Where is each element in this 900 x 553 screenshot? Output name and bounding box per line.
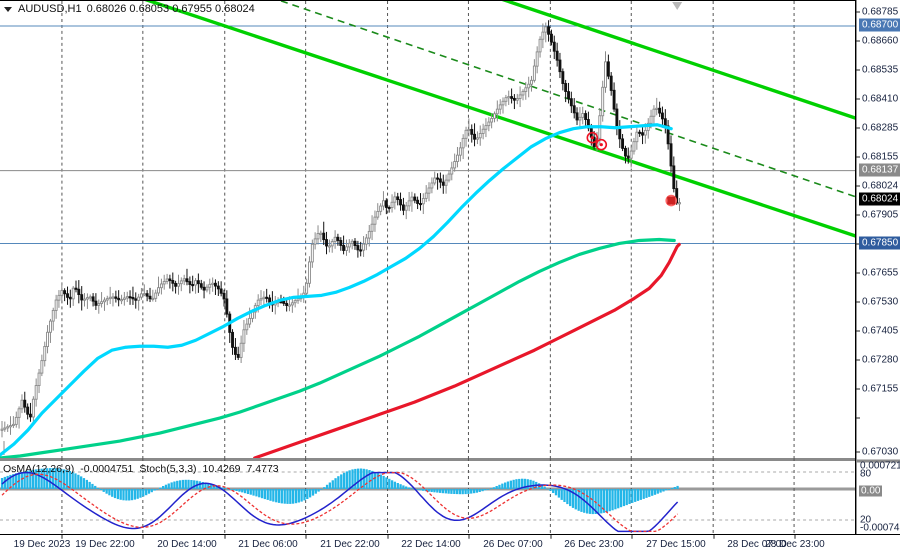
time-tick-label: 26 Dec 07:00 [483, 539, 543, 550]
top-triangle-marker [672, 1, 683, 10]
trendline-dashed [278, 1, 855, 198]
osma-histogram [0, 468, 679, 515]
price-tick-label: 0.68785 [862, 6, 899, 18]
time-tick-label: 26 Dec 23:00 [564, 539, 624, 550]
indicator-scale-label: 0.0007214 [860, 460, 900, 472]
price-tick-label: 0.67030 [862, 446, 899, 458]
price-axis[interactable]: 0.68785 0.68660 0.68535 0.68410 0.68285 0.681… [856, 0, 900, 458]
time-axis-ticks [61, 535, 796, 539]
chart-menu-chevron-down-icon[interactable] [4, 6, 12, 12]
price-tick-label: 0.67655 [862, 267, 899, 279]
price-tick-label: 0.68535 [862, 64, 899, 76]
ma-fast-line [0, 123, 673, 457]
ma-medium-line [0, 237, 676, 458]
price-marker-badge[interactable]: 0.68137 [859, 163, 900, 177]
time-tick-label: 21 Dec 06:00 [238, 539, 298, 550]
stoch-label: Stoch(5,3,3) [139, 462, 197, 475]
trendline-channel-upper [144, 1, 855, 238]
sell-signal-markers [586, 131, 678, 207]
price-tick-label: 0.68410 [862, 93, 899, 105]
indicator-scale-label: -0.000743 [860, 522, 900, 534]
ohlc-values: 0.68026 0.68053 0.67955 0.68024 [86, 3, 255, 15]
candlestick-series [0, 20, 681, 456]
time-tick-label: 20 Dec 14:00 [157, 539, 217, 550]
price-chart-canvas [0, 1, 855, 458]
price-tick-label: 0.67530 [862, 296, 899, 308]
time-tick-label: 28 Dec 23:00 [765, 539, 825, 550]
indicator-scale-label: 20 [860, 514, 872, 526]
symbol-title: AUDUSD,H1 [18, 3, 82, 15]
price-tick-label: 0.67280 [862, 354, 899, 366]
time-tick-label: 21 Dec 22:00 [320, 539, 380, 550]
price-tick-label: 0.68660 [862, 35, 899, 47]
time-axis[interactable]: 19 Dec 2023 19 Dec 22:00 20 Dec 14:00 21 De… [0, 534, 900, 553]
indicator-axis[interactable]: 0.000721480 0.00 20-0.000743 [856, 458, 900, 534]
time-tick-label: 28 Dec 07:00 [727, 539, 787, 550]
price-tick-label: 0.68155 [862, 151, 899, 163]
indicator-pane[interactable] [0, 458, 856, 534]
osma-label: OsMA(12,26,9) [3, 462, 75, 475]
trendline-channel-lower [501, 1, 855, 120]
price-tick-label: 0.67405 [862, 325, 899, 337]
time-tick-label: 19 Dec 2023 [13, 539, 71, 550]
stoch-signal-value: 7.4773 [246, 462, 279, 475]
sell-marker-1 [586, 131, 599, 144]
indicator-top-separator [0, 458, 855, 461]
vertical-gridlines [61, 1, 795, 458]
osma-value: -0.0004751 [80, 462, 134, 475]
chart-header: AUDUSD,H1 0.68026 0.68053 0.67955 0.6802… [4, 2, 255, 16]
price-chart-pane[interactable] [0, 0, 856, 458]
price-tick-label: 0.68024 [862, 180, 899, 192]
price-marker-badge[interactable]: 0.68024 [859, 192, 900, 206]
sell-marker-3 [665, 194, 678, 207]
price-marker-badge[interactable]: 0.68700 [859, 18, 900, 32]
stoch-signal-line [1, 471, 679, 533]
time-tick-label: 27 Dec 15:00 [646, 539, 706, 550]
indicator-scale-label: 80 [860, 468, 872, 480]
indicator-legend: OsMA(12,26,9) -0.0004751 Stoch(5,3,3) 10… [3, 462, 279, 475]
price-axis-ticks [856, 0, 860, 458]
stoch-main-line [1, 471, 679, 533]
price-marker-badge[interactable]: 0.67850 [859, 236, 900, 250]
sell-marker-2 [595, 138, 608, 151]
stoch-main-value: 10.4269 [202, 462, 241, 475]
indicator-canvas [0, 458, 855, 534]
time-tick-label: 22 Dec 14:00 [401, 539, 461, 550]
time-tick-label: 19 Dec 22:00 [75, 539, 135, 550]
ma-slow-line [253, 242, 681, 458]
price-tick-label: 0.67155 [862, 383, 899, 395]
price-tick-label: 0.67905 [862, 209, 899, 221]
horizontal-price-levels [0, 25, 855, 244]
indicator-scale-label: 0.00 [859, 485, 883, 497]
price-tick-label: 0.68285 [862, 122, 899, 134]
